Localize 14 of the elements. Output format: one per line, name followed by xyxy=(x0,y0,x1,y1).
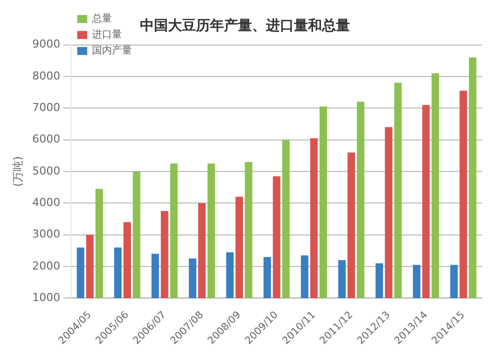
y-tick-label: 1000 xyxy=(32,291,60,304)
y-tick-label: 9000 xyxy=(32,38,60,51)
y-tick-label: 7000 xyxy=(32,100,60,114)
y-axis-title: (万吨) xyxy=(11,156,24,187)
y-tick-label: 4000 xyxy=(32,196,60,209)
y-tick-label: 5000 xyxy=(32,164,60,178)
legend-label: 国内产量 xyxy=(92,44,132,57)
legend-label: 总量 xyxy=(91,12,112,25)
chart-title: 中国大豆历年产量、进口量和总量 xyxy=(140,17,350,34)
y-tick-label: 2000 xyxy=(32,259,60,272)
legend-label: 进口量 xyxy=(92,28,122,41)
y-tick-label: 3000 xyxy=(32,228,60,241)
y-tick-label: 6000 xyxy=(32,132,60,146)
y-tick-label: 8000 xyxy=(32,69,60,82)
